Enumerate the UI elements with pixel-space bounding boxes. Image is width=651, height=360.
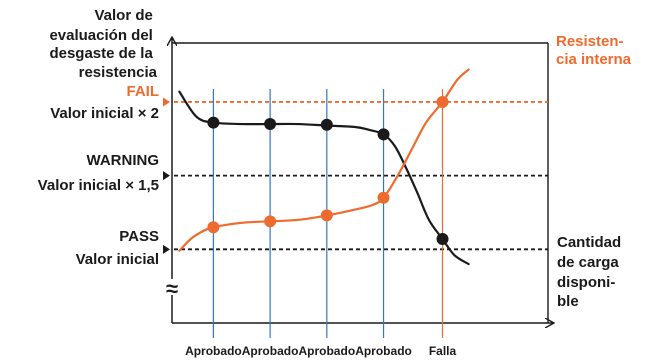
warning-arrow-icon bbox=[163, 171, 170, 181]
warning-level-description: Valor inicial × 1,5 bbox=[38, 177, 159, 194]
pass-arrow-icon bbox=[163, 244, 170, 254]
y-axis-title: Valor de evaluación del desgaste de la r… bbox=[49, 7, 157, 81]
wear-point-1 bbox=[207, 116, 220, 129]
y-axis-title-line: resistencia bbox=[79, 64, 158, 81]
fail-level-tag: FAIL bbox=[127, 83, 160, 100]
series-lines bbox=[178, 68, 470, 266]
x-axis-title: Cantidad de carga disponi- ble bbox=[557, 234, 625, 310]
x-axis-title-line: Cantidad bbox=[557, 234, 621, 251]
x-axis-title-line: ble bbox=[557, 293, 579, 310]
wear-point-3 bbox=[320, 118, 333, 131]
y-axis-title-line: Valor de bbox=[94, 7, 152, 24]
axis-break-symbol: ≈ bbox=[166, 276, 178, 301]
wear-point-5 bbox=[436, 233, 449, 245]
y-axis-title-line: evaluación del bbox=[49, 27, 152, 44]
resistance-series-label: Resisten- cia interna bbox=[556, 33, 632, 68]
resistance-point-2 bbox=[264, 215, 277, 228]
inspection-labels: Aprobado Aprobado Aprobado Aprobado Falla bbox=[185, 344, 456, 358]
inspection-label-3: Aprobado bbox=[298, 344, 355, 358]
fail-arrow-icon bbox=[163, 97, 170, 107]
wear-point-4 bbox=[377, 128, 390, 141]
resistance-point-5 bbox=[436, 95, 449, 108]
resistance-point-1 bbox=[207, 221, 220, 234]
wear-point-2 bbox=[264, 118, 277, 131]
wear-series-line bbox=[178, 90, 470, 266]
resistance-point-4 bbox=[377, 191, 390, 204]
inspection-label-4: Aprobado bbox=[355, 344, 412, 358]
resistance-point-3 bbox=[320, 209, 333, 222]
x-axis-title-line: disponi- bbox=[557, 274, 615, 291]
pass-level-description: Valor inicial bbox=[76, 251, 159, 268]
level-lines bbox=[163, 97, 548, 254]
inspection-label-5: Falla bbox=[429, 344, 457, 358]
resistance-label-line: cia interna bbox=[556, 51, 632, 68]
x-axis-title-line: de carga bbox=[557, 254, 619, 271]
inspection-label-1: Aprobado bbox=[185, 344, 242, 358]
series-markers bbox=[207, 95, 449, 245]
axis-break-mask bbox=[159, 281, 185, 294]
warning-level-tag: WARNING bbox=[87, 152, 160, 169]
resistance-series-line bbox=[178, 68, 470, 252]
y-axis-title-line: desgaste de la bbox=[49, 45, 153, 62]
resistance-label-line: Resisten- bbox=[556, 33, 624, 50]
fail-level-description: Valor inicial × 2 bbox=[50, 105, 159, 122]
pass-level-tag: PASS bbox=[119, 228, 159, 245]
inspection-label-2: Aprobado bbox=[242, 344, 299, 358]
